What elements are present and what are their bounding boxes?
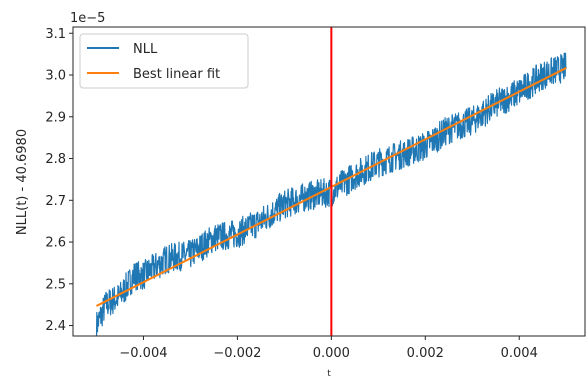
y-axis: 2.4 2.5 2.6 2.7 2.8 2.9 3.0 3.1 bbox=[45, 27, 73, 334]
x-tick-label: −0.004 bbox=[119, 346, 167, 361]
y-axis-label: NLL(t) - 40.6980 bbox=[15, 129, 30, 235]
y-tick-label: 2.6 bbox=[45, 236, 66, 251]
y-tick-label: 3.1 bbox=[45, 27, 66, 42]
plot-frame bbox=[72, 26, 586, 337]
x-tick-label: −0.002 bbox=[213, 346, 261, 361]
x-tick-label: 0.004 bbox=[501, 346, 538, 361]
x-tick-label: 0.000 bbox=[313, 346, 350, 361]
legend-box bbox=[79, 33, 249, 89]
y-tick-label: 2.5 bbox=[45, 277, 66, 292]
legend-label-nll: NLL bbox=[133, 42, 158, 57]
series-layer bbox=[95, 27, 567, 336]
y-tick-label: 3.0 bbox=[45, 69, 66, 84]
legend-label-fit: Best linear fit bbox=[133, 67, 220, 82]
x-axis-label: t bbox=[327, 369, 331, 379]
y-offset-label: 1e−5 bbox=[70, 11, 105, 26]
x-axis: −0.004 −0.002 0.000 0.002 0.004 bbox=[119, 336, 538, 361]
y-tick-label: 2.9 bbox=[45, 110, 66, 125]
x-tick-label: 0.002 bbox=[407, 346, 444, 361]
y-tick-label: 2.7 bbox=[45, 194, 66, 209]
y-tick-label: 2.8 bbox=[45, 152, 66, 167]
legend: NLL Best linear fit bbox=[79, 33, 249, 89]
y-tick-label: 2.4 bbox=[45, 319, 66, 334]
